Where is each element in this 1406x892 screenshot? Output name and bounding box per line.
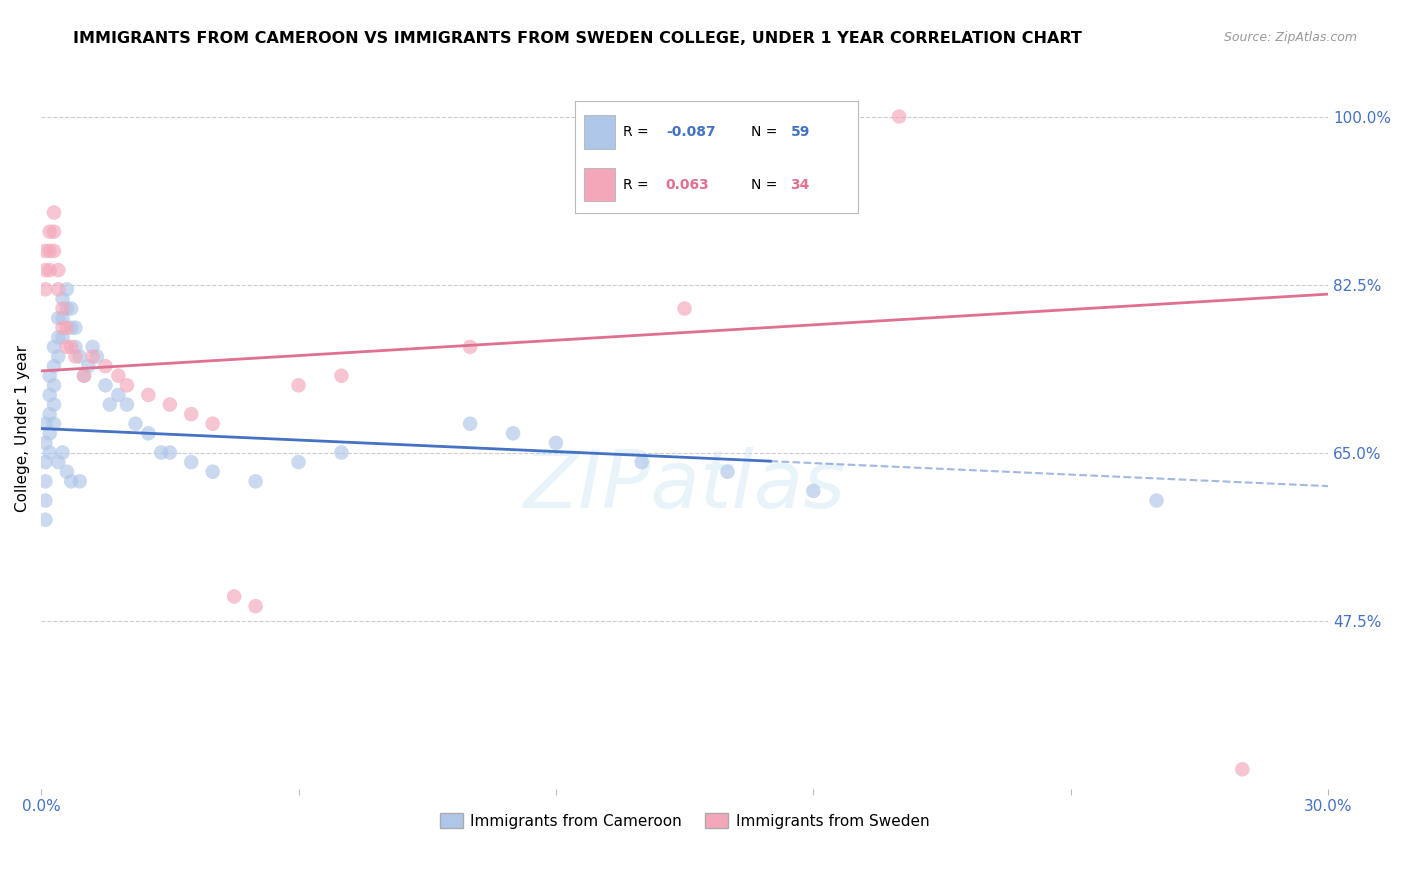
Point (42, 378, 65, 392)
Point (138, 388, 160, 402)
Point (38, 388, 60, 402)
Point (60, 320, 83, 334)
Point (159, 445, 181, 459)
Point (34, 455, 56, 469)
Point (38, 407, 60, 421)
Text: ZIPatlas: ZIPatlas (523, 447, 845, 525)
Point (887, 110, 910, 124)
Point (34, 475, 56, 489)
Point (42, 205, 65, 219)
Point (65, 320, 87, 334)
Point (150, 445, 173, 459)
Point (38, 426, 60, 441)
Point (224, 590, 246, 604)
Point (115, 378, 138, 392)
Point (34, 513, 56, 527)
Point (630, 455, 652, 469)
Point (42, 340, 65, 354)
Point (34, 244, 56, 258)
Point (1146, 493, 1168, 508)
Point (51, 301, 73, 316)
Point (458, 417, 481, 431)
Point (94, 378, 117, 392)
Point (42, 398, 65, 412)
Point (77, 359, 100, 373)
Point (82, 350, 104, 364)
Point (56, 282, 79, 296)
Point (34, 493, 56, 508)
Point (94, 359, 117, 373)
Point (86, 350, 108, 364)
Point (69, 350, 91, 364)
Point (34, 436, 56, 450)
Y-axis label: College, Under 1 year: College, Under 1 year (15, 345, 30, 512)
Point (38, 225, 60, 239)
Point (42, 359, 65, 373)
Point (38, 445, 60, 459)
Point (51, 330, 73, 344)
Point (73, 368, 96, 383)
Point (51, 292, 73, 306)
Point (56, 340, 79, 354)
Point (330, 368, 353, 383)
Point (201, 417, 224, 431)
Point (245, 599, 267, 614)
Text: IMMIGRANTS FROM CAMEROON VS IMMIGRANTS FROM SWEDEN COLLEGE, UNDER 1 YEAR CORRELA: IMMIGRANTS FROM CAMEROON VS IMMIGRANTS F… (73, 31, 1083, 46)
Point (38, 263, 60, 277)
Point (69, 475, 91, 489)
Point (42, 417, 65, 431)
Point (330, 445, 353, 459)
Point (51, 320, 73, 334)
Point (46, 263, 69, 277)
Point (65, 350, 87, 364)
Point (65, 340, 87, 354)
Point (801, 483, 824, 498)
Point (60, 475, 83, 489)
Point (42, 244, 65, 258)
Point (34, 263, 56, 277)
Point (716, 465, 738, 479)
Point (180, 455, 202, 469)
Point (56, 301, 79, 316)
Point (46, 455, 69, 469)
Point (56, 465, 79, 479)
Point (544, 436, 567, 450)
Point (51, 445, 73, 459)
Point (1232, 762, 1254, 776)
Point (458, 340, 481, 354)
Point (138, 426, 160, 441)
Point (673, 301, 696, 316)
Point (159, 398, 181, 412)
Point (42, 225, 65, 239)
Point (287, 378, 309, 392)
Point (107, 368, 129, 383)
Text: Source: ZipAtlas.com: Source: ZipAtlas.com (1223, 31, 1357, 45)
Point (46, 311, 69, 326)
Point (60, 301, 83, 316)
Point (34, 417, 56, 431)
Point (46, 330, 69, 344)
Point (98, 398, 121, 412)
Point (38, 244, 60, 258)
Point (180, 407, 202, 421)
Legend: Immigrants from Cameroon, Immigrants from Sweden: Immigrants from Cameroon, Immigrants fro… (434, 806, 935, 835)
Point (115, 398, 138, 412)
Point (201, 465, 224, 479)
Point (51, 311, 73, 326)
Point (502, 426, 524, 441)
Point (107, 388, 129, 402)
Point (60, 340, 83, 354)
Point (34, 282, 56, 296)
Point (38, 368, 60, 383)
Point (46, 350, 69, 364)
Point (124, 417, 146, 431)
Point (287, 455, 309, 469)
Point (82, 340, 104, 354)
Point (46, 282, 69, 296)
Point (73, 368, 96, 383)
Point (56, 320, 79, 334)
Point (245, 475, 267, 489)
